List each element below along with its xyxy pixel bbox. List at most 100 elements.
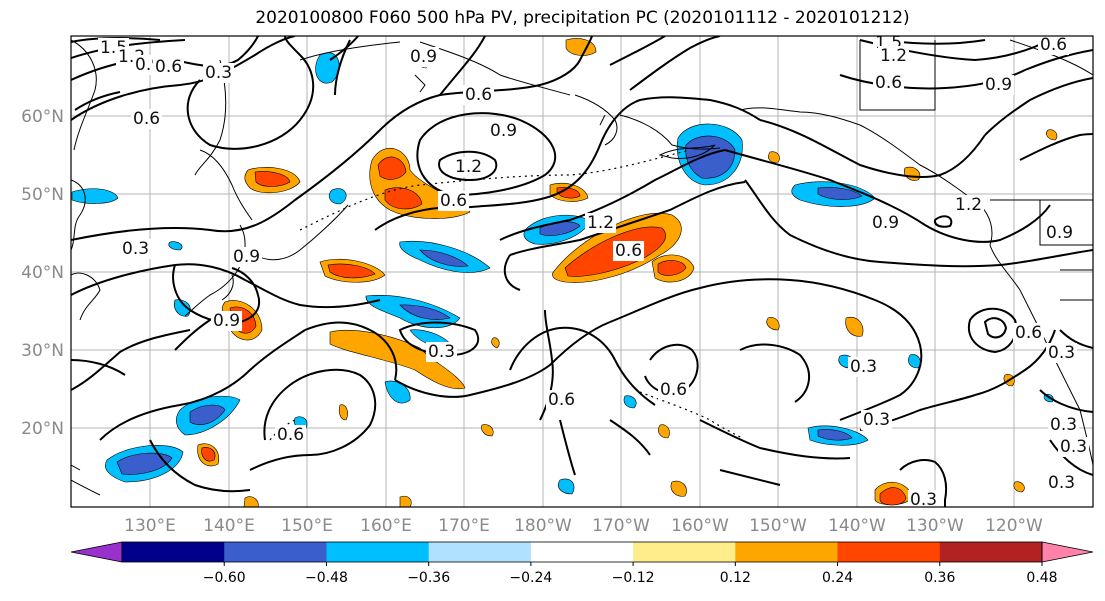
contour-label-bg	[658, 380, 690, 400]
contour-label: 1.2	[585, 213, 617, 233]
contour-label-bg	[908, 490, 940, 507]
svg-text:0.3: 0.3	[850, 357, 877, 377]
contour-label-bg	[613, 241, 645, 261]
svg-text:0.9: 0.9	[985, 75, 1012, 95]
svg-text:0.9: 0.9	[213, 311, 240, 331]
longitude-labels: 130°E 140°E 150°E 160°E 170°E 180°W 170°…	[124, 516, 1043, 536]
contour-label-bg	[546, 390, 578, 410]
contour-label: 0.9	[1044, 223, 1076, 243]
contour-label: 0.6	[438, 191, 470, 211]
svg-text:0.3: 0.3	[122, 239, 149, 259]
contour-label-bg	[1046, 343, 1078, 363]
contour-label: 0.3	[120, 239, 152, 259]
colorbar-tick-label: −0.24	[509, 570, 552, 586]
contour-label-bg	[408, 47, 440, 67]
lon-label: 160°W	[671, 516, 729, 536]
contour-label-bg	[1013, 323, 1045, 343]
contour-label: 0.3	[426, 342, 458, 362]
contour-label: 0.9	[211, 311, 243, 331]
lon-label: 180°W	[514, 516, 572, 536]
contour-label: 1.2	[953, 195, 985, 215]
contour-label: 0.6	[275, 425, 307, 445]
colorbar-tick-label: 0.36	[924, 570, 955, 586]
contour-label-bg	[131, 109, 163, 129]
lat-label: 50°N	[21, 185, 64, 205]
contour-label: 1.2	[878, 46, 910, 66]
svg-text:0.6: 0.6	[277, 425, 304, 445]
map-plot-area: 1.5 1.2 0.9 0.6 0.3 0.6 0.9 0.9 0.6 1.2 …	[71, 35, 1093, 507]
contour-label-bg	[203, 63, 235, 83]
precip-anomaly-shading	[71, 38, 1058, 507]
svg-text:0.6: 0.6	[133, 109, 160, 129]
contour-label: 0.3	[1058, 437, 1090, 457]
contour-label: 0.3	[1046, 473, 1078, 493]
svg-text:0.6: 0.6	[1015, 323, 1042, 343]
colorbar-swatch	[530, 542, 634, 562]
contour-label-bg	[231, 247, 263, 267]
lat-label: 60°N	[21, 107, 64, 127]
contour-label-bg	[275, 425, 307, 445]
svg-text:1.2: 1.2	[955, 195, 982, 215]
latitude-labels: 60°N 50°N 40°N 30°N 20°N	[21, 107, 64, 439]
contour-label-bg	[953, 195, 985, 215]
contour-label: 0.3	[908, 490, 940, 507]
colorbar-extension-min	[70, 541, 123, 563]
lon-label: 170°E	[438, 516, 490, 536]
svg-text:0.6: 0.6	[875, 73, 902, 93]
map-title: 2020100800 F060 500 hPa PV, precipitatio…	[255, 8, 910, 28]
contour-label-bg	[870, 213, 902, 233]
svg-text:0.3: 0.3	[205, 63, 232, 83]
contour-label: 1.2	[453, 157, 485, 177]
contour-label: 0.6	[463, 85, 495, 105]
lat-label: 20°N	[21, 419, 64, 439]
svg-text:0.9: 0.9	[872, 213, 899, 233]
coastlines	[71, 39, 1093, 496]
contour-label-bg	[463, 85, 495, 105]
lon-label: 160°E	[360, 516, 412, 536]
svg-text:0.9: 0.9	[1046, 223, 1073, 243]
svg-text:0.3: 0.3	[1048, 473, 1075, 493]
contour-label-bg	[438, 191, 470, 211]
svg-text:0.3: 0.3	[1060, 437, 1087, 457]
colorbar-outline	[121, 541, 1043, 563]
svg-text:1.2: 1.2	[455, 157, 482, 177]
contour-label-bg	[861, 410, 893, 430]
contour-label-bg	[873, 73, 905, 93]
contour-label-bg	[585, 213, 617, 233]
colorbar-tick-label: −0.12	[612, 570, 655, 586]
svg-text:0.6: 0.6	[660, 380, 687, 400]
svg-text:0.6: 0.6	[548, 390, 575, 410]
colorbar-tick-label: 0.12	[720, 570, 751, 586]
lon-label: 150°W	[749, 516, 807, 536]
contour-label-bg	[153, 57, 185, 77]
colorbar-tick-label: −0.48	[305, 570, 348, 586]
colorbar-swatch	[122, 542, 225, 562]
colorbar-tick-label: 0.48	[1026, 570, 1057, 586]
contour-label-bg	[848, 357, 880, 377]
colorbar-tick-label: −0.36	[407, 570, 450, 586]
svg-text:0.3: 0.3	[1050, 415, 1077, 435]
contour-label-bg	[120, 239, 152, 259]
colorbar-tick-label: 0.24	[822, 570, 853, 586]
svg-text:0.6: 0.6	[440, 191, 467, 211]
contour-label: 0.3	[1046, 343, 1078, 363]
lat-label: 30°N	[21, 341, 64, 361]
colorbar-swatch	[224, 542, 327, 562]
colorbar-swatch	[633, 542, 736, 562]
colorbar-tick-label: −0.60	[203, 570, 246, 586]
contour-label-bg	[453, 157, 485, 177]
contour-label: 0.6	[658, 380, 690, 400]
contour-label-bg	[488, 121, 520, 141]
contour-label: 0.9	[488, 121, 520, 141]
contour-label-bg	[1048, 415, 1080, 435]
contour-label: 0.6	[1013, 323, 1045, 343]
contour-label-bg	[426, 342, 458, 362]
contour-label: 0.9	[870, 213, 902, 233]
lon-label: 130°W	[906, 516, 964, 536]
contour-label: 0.3	[848, 357, 880, 377]
lon-label: 170°W	[592, 516, 650, 536]
contour-label: 0.6	[153, 57, 185, 77]
svg-text:0.3: 0.3	[863, 410, 890, 430]
svg-text:0.6: 0.6	[1040, 35, 1067, 55]
